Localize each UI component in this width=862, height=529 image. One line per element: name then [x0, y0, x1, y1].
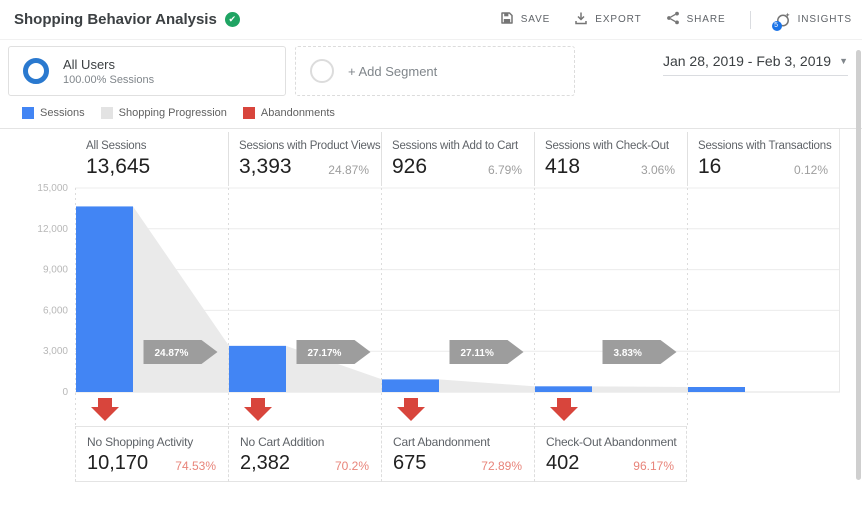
share-icon [666, 11, 680, 28]
empty-donut-icon [310, 59, 334, 83]
export-label: EXPORT [595, 14, 642, 25]
segment-donut-icon [23, 58, 49, 84]
progression-arrow-2 [449, 340, 524, 364]
add-segment-button[interactable]: + Add Segment [295, 46, 575, 96]
download-icon [574, 11, 588, 28]
sessions-bar-3[interactable] [535, 386, 592, 392]
abandonment-arrow-icon-0 [91, 398, 119, 421]
stage-product-views: Sessions with Product Views 3,393 24.87% [239, 140, 381, 178]
funnel-plot: 15,000 12,000 9,000 6,000 3,000 0 24.87% 27.17%… [0, 128, 862, 426]
insights-button[interactable]: 5 INSIGHTS [771, 12, 852, 31]
sessions-swatch-icon [22, 107, 34, 119]
y-tick-label: 12,000 [37, 224, 68, 235]
y-tick-label: 3,000 [43, 346, 68, 357]
progression-arrow-label: 24.87% [155, 348, 189, 359]
page-title: Shopping Behavior Analysis [14, 11, 217, 28]
progression-arrow-1 [296, 340, 371, 364]
abandonment-no-shopping-activity: No Shopping Activity 10,170 74.53% [75, 426, 228, 482]
vertical-scrollbar[interactable] [856, 50, 861, 480]
toolbar: SAVE EXPORT SHARE 5 INSIGHTS [500, 10, 852, 31]
app-header: Shopping Behavior Analysis ✔ SAVE EXPORT… [0, 0, 862, 40]
share-button[interactable]: SHARE [666, 11, 726, 28]
title-wrap: Shopping Behavior Analysis ✔ [14, 11, 240, 28]
chevron-down-icon: ▼ [839, 56, 848, 66]
insights-label: INSIGHTS [797, 14, 852, 25]
stage-transactions: Sessions with Transactions 16 0.12% [698, 140, 832, 178]
progression-arrow-label: 27.17% [308, 348, 342, 359]
date-range-selector[interactable]: Jan 28, 2019 - Feb 3, 2019 ▼ [662, 53, 848, 76]
abandonment-check-out: Check-Out Abandonment 402 96.17% [534, 426, 687, 482]
stage-check-out: Sessions with Check-Out 418 3.06% [545, 140, 675, 178]
y-tick-label: 0 [62, 387, 68, 398]
segment-text: All Users 100.00% Sessions [63, 57, 154, 86]
insights-icon: 5 [771, 12, 791, 31]
segment-detail: 100.00% Sessions [63, 73, 155, 86]
y-tick-label: 6,000 [43, 305, 68, 316]
sessions-bar-0[interactable] [76, 206, 133, 392]
legend-item-abandonments: Abandonments [242, 107, 335, 119]
date-range-text: Jan 28, 2019 - Feb 3, 2019 [662, 53, 832, 69]
abandonment-arrow-icon-3 [550, 398, 578, 421]
abandonment-cart: Cart Abandonment 675 72.89% [381, 426, 534, 482]
abandonment-arrow-icon-1 [244, 398, 272, 421]
segments-row: All Users 100.00% Sessions + Add Segment… [0, 45, 862, 103]
progression-arrow-label: 27.11% [461, 348, 494, 359]
progression-arrow-label: 3.83% [614, 348, 642, 359]
legend-item-progression: Shopping Progression [100, 107, 227, 119]
toolbar-divider [749, 10, 751, 29]
sessions-bar-2[interactable] [382, 379, 439, 392]
y-tick-label: 9,000 [43, 265, 68, 276]
y-tick-label: 15,000 [37, 183, 68, 194]
funnel-chart: 15,000 12,000 9,000 6,000 3,000 0 24.87% 27.17%… [0, 128, 862, 482]
legend-item-sessions: Sessions [22, 107, 85, 119]
sessions-bar-1[interactable] [229, 345, 286, 392]
progression-swatch-icon [100, 107, 113, 119]
progression-wedge [133, 206, 229, 392]
export-button[interactable]: EXPORT [574, 11, 641, 28]
save-button[interactable]: SAVE [500, 11, 551, 28]
insights-count-badge: 5 [771, 20, 782, 31]
stage-add-to-cart: Sessions with Add to Cart 926 6.79% [392, 140, 522, 178]
share-label: SHARE [686, 14, 726, 25]
sessions-bar-4[interactable] [688, 387, 745, 392]
save-icon [500, 11, 514, 28]
abandonments-swatch-icon [242, 107, 255, 119]
progression-wedge [592, 386, 688, 392]
progression-arrow-0 [143, 340, 218, 364]
save-label: SAVE [520, 14, 551, 25]
verified-badge-icon: ✔ [224, 12, 240, 27]
abandonment-arrow-icon-2 [397, 398, 425, 421]
stage-all-sessions: All Sessions 13,645 [86, 140, 151, 178]
segment-all-users[interactable]: All Users 100.00% Sessions [8, 46, 286, 96]
chart-legend: Sessions Shopping Progression Abandonmen… [22, 107, 335, 119]
progression-wedge [439, 379, 535, 392]
abandonment-no-cart-addition: No Cart Addition 2,382 70.2% [228, 426, 381, 482]
add-segment-label: + Add Segment [348, 63, 438, 79]
progression-arrow-3 [602, 340, 677, 364]
segment-name: All Users [63, 56, 116, 72]
